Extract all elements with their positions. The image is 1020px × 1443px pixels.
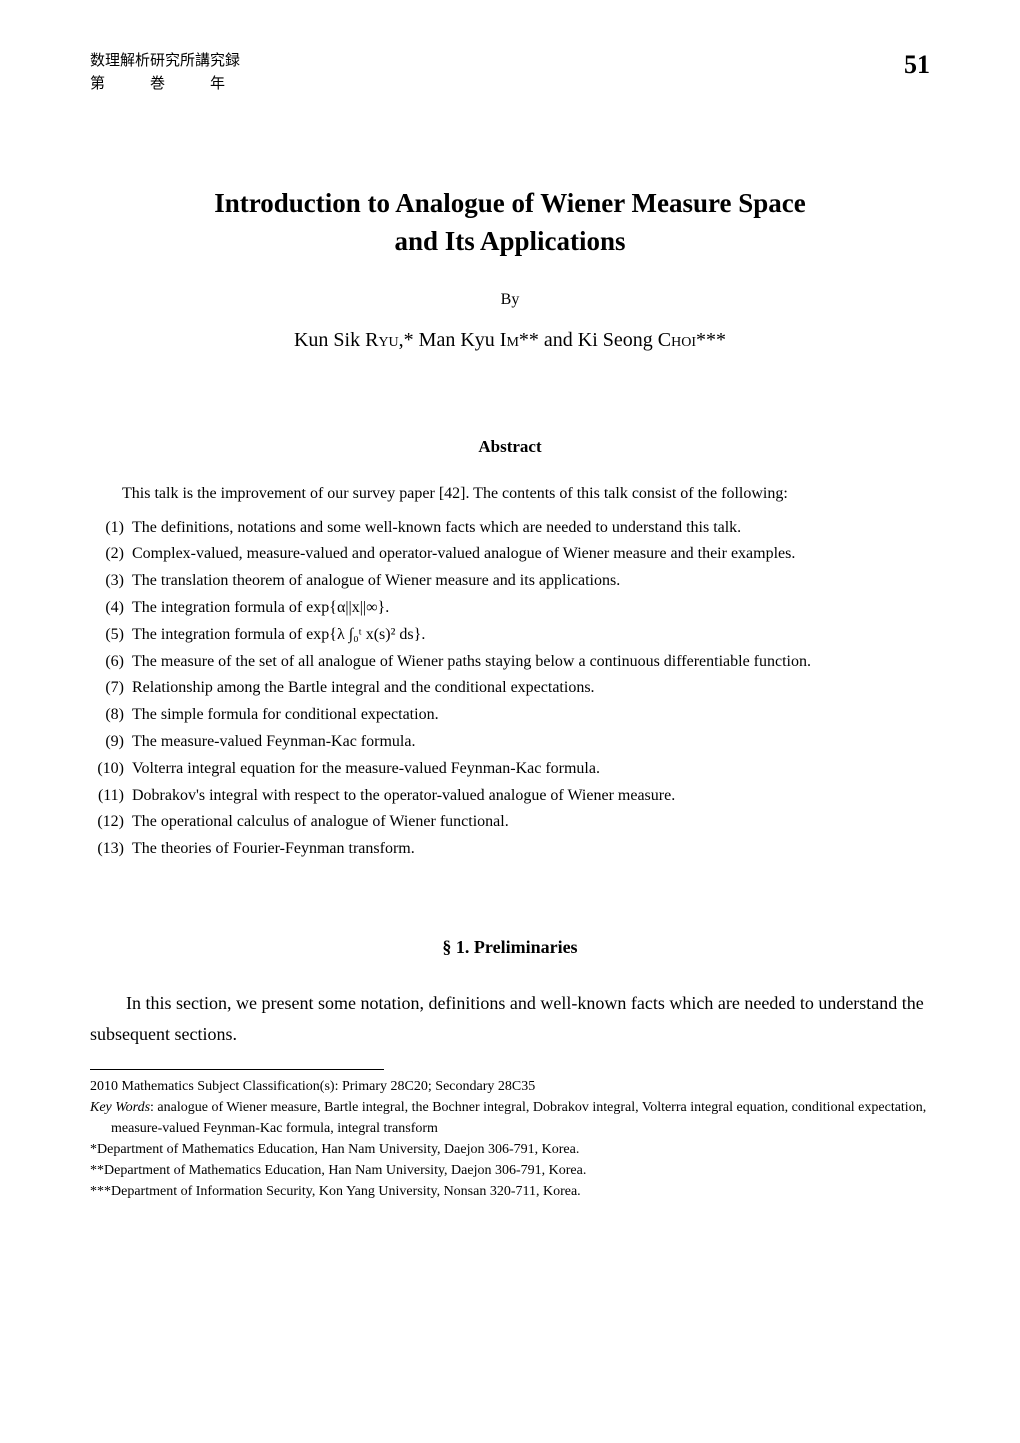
abstract-item-text: The measure-valued Feynman-Kac formula. (132, 730, 930, 755)
author-2-mark: ** (519, 329, 539, 351)
abstract-item-number: (9) (90, 730, 132, 755)
by-line: By (90, 291, 930, 309)
abstract-list: (1)The definitions, notations and some w… (90, 516, 930, 862)
abstract-item: (11)Dobrakov's integral with respect to … (90, 784, 930, 809)
abstract-item-number: (10) (90, 757, 132, 782)
abstract-item: (4)The integration formula of exp{α||x||… (90, 596, 930, 621)
author-1-mark: ,* (399, 329, 414, 351)
abstract-item: (9)The measure-valued Feynman-Kac formul… (90, 730, 930, 755)
abstract-item-text: Complex-valued, measure-valued and opera… (132, 542, 930, 567)
abstract-item-number: (13) (90, 837, 132, 862)
abstract-heading: Abstract (90, 437, 930, 457)
abstract-item-number: (2) (90, 542, 132, 567)
abstract-item-number: (6) (90, 650, 132, 675)
footnote-keywords: Key Words: analogue of Wiener measure, B… (90, 1097, 930, 1139)
footnote-rule (90, 1069, 384, 1070)
title-line-1: Introduction to Analogue of Wiener Measu… (214, 188, 806, 218)
journal-name: 数理解析研究所講究録 (90, 50, 240, 73)
abstract-item-number: (3) (90, 569, 132, 594)
abstract-item-text: The measure of the set of all analogue o… (132, 650, 930, 675)
author-1-first: Kun Sik (294, 329, 365, 351)
author-sep-2: and (539, 329, 578, 351)
authors: Kun Sik Ryu,* Man Kyu Im** and Ki Seong … (90, 329, 930, 352)
title-block: Introduction to Analogue of Wiener Measu… (90, 185, 930, 352)
footnote-affiliation-1: *Department of Mathematics Education, Ha… (90, 1139, 930, 1160)
page-number: 51 (904, 50, 930, 80)
author-2-last: Im (500, 329, 519, 351)
journal-volume: 第 巻 年 (90, 73, 240, 96)
abstract-item: (6)The measure of the set of all analogu… (90, 650, 930, 675)
abstract-item-text: The integration formula of exp{α||x||∞}. (132, 596, 930, 621)
abstract-item-text: The operational calculus of analogue of … (132, 810, 930, 835)
abstract-item-text: The simple formula for conditional expec… (132, 703, 930, 728)
abstract-item: (2)Complex-valued, measure-valued and op… (90, 542, 930, 567)
abstract-item-number: (4) (90, 596, 132, 621)
abstract-item: (12)The operational calculus of analogue… (90, 810, 930, 835)
footnote-msc: 2010 Mathematics Subject Classification(… (90, 1076, 930, 1097)
abstract-item: (8)The simple formula for conditional ex… (90, 703, 930, 728)
abstract-item-number: (1) (90, 516, 132, 541)
paper-title: Introduction to Analogue of Wiener Measu… (90, 185, 930, 261)
footnote-affiliation-3: ***Department of Information Security, K… (90, 1181, 930, 1202)
abstract-item-number: (12) (90, 810, 132, 835)
abstract-intro: This talk is the improvement of our surv… (90, 482, 930, 506)
abstract-item: (3)The translation theorem of analogue o… (90, 569, 930, 594)
keywords-text: : analogue of Wiener measure, Bartle int… (111, 1100, 926, 1136)
author-3-last: Choi (658, 329, 696, 351)
abstract-item-number: (5) (90, 623, 132, 648)
author-3-first: Ki Seong (578, 329, 658, 351)
footnotes: 2010 Mathematics Subject Classification(… (90, 1076, 930, 1202)
abstract-item: (5)The integration formula of exp{λ ∫₀ᵗ … (90, 623, 930, 648)
page-header: 数理解析研究所講究録 第 巻 年 51 (90, 50, 930, 95)
title-line-2: and Its Applications (394, 226, 625, 256)
abstract-item: (7)Relationship among the Bartle integra… (90, 676, 930, 701)
abstract-item: (1)The definitions, notations and some w… (90, 516, 930, 541)
abstract-item-text: The integration formula of exp{λ ∫₀ᵗ x(s… (132, 623, 930, 648)
abstract-item-number: (7) (90, 676, 132, 701)
author-1-last: Ryu (365, 329, 399, 351)
section-1-heading: § 1. Preliminaries (90, 937, 930, 958)
keywords-label: Key Words (90, 1100, 150, 1115)
abstract-item-text: Dobrakov's integral with respect to the … (132, 784, 930, 809)
abstract-item-text: Relationship among the Bartle integral a… (132, 676, 930, 701)
author-3-mark: *** (696, 329, 726, 351)
abstract-item-text: Volterra integral equation for the measu… (132, 757, 930, 782)
author-2-first: Man Kyu (419, 329, 500, 351)
abstract-item-text: The theories of Fourier-Feynman transfor… (132, 837, 930, 862)
journal-header: 数理解析研究所講究録 第 巻 年 (90, 50, 240, 95)
abstract-item-text: The definitions, notations and some well… (132, 516, 930, 541)
abstract-item: (10)Volterra integral equation for the m… (90, 757, 930, 782)
section-1-body: In this section, we present some notatio… (90, 988, 930, 1049)
abstract-item: (13)The theories of Fourier-Feynman tran… (90, 837, 930, 862)
abstract-item-number: (11) (90, 784, 132, 809)
footnote-affiliation-2: **Department of Mathematics Education, H… (90, 1160, 930, 1181)
abstract-item-number: (8) (90, 703, 132, 728)
abstract-item-text: The translation theorem of analogue of W… (132, 569, 930, 594)
